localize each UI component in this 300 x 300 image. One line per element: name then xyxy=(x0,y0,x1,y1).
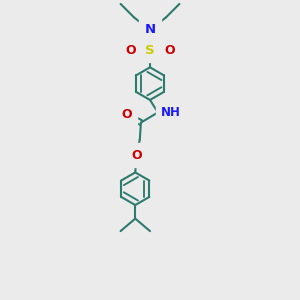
Text: NH: NH xyxy=(161,106,181,119)
Text: O: O xyxy=(121,108,131,121)
Text: O: O xyxy=(131,149,142,162)
Text: N: N xyxy=(144,23,156,37)
Text: O: O xyxy=(125,44,136,57)
Text: O: O xyxy=(164,44,175,57)
Text: S: S xyxy=(145,44,155,57)
